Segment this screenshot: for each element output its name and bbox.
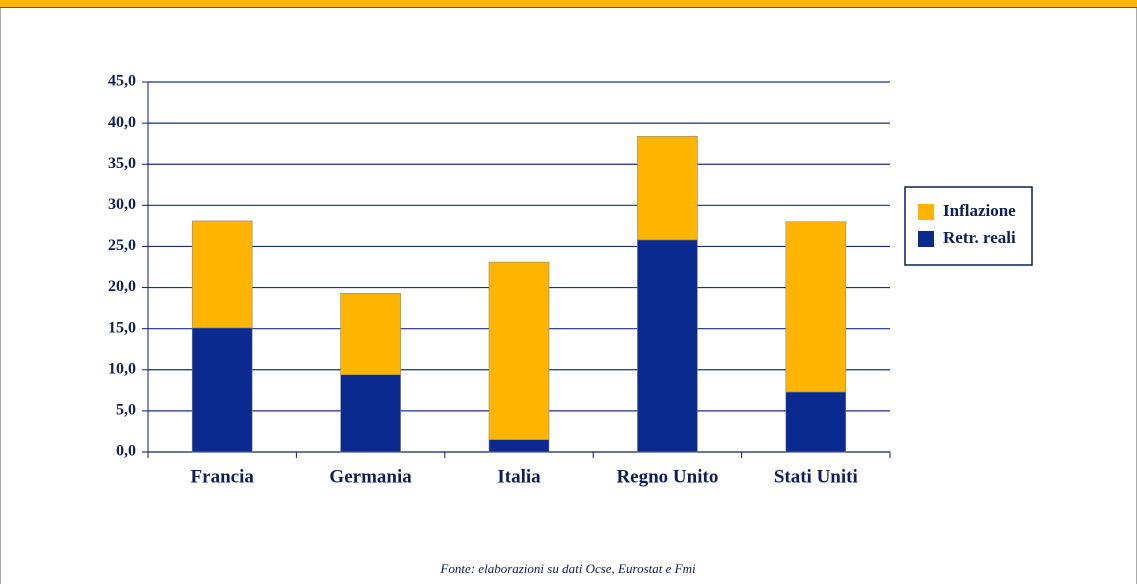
y-tick-label: 40,0: [108, 114, 136, 131]
y-tick-label: 35,0: [108, 155, 136, 172]
legend-box: [904, 186, 1033, 266]
y-tick-label: 10,0: [108, 360, 136, 377]
bar-segment: [637, 239, 698, 453]
y-tick-label: 20,0: [108, 278, 136, 295]
x-tick-label: Francia: [191, 466, 255, 487]
bar-segment: [637, 135, 698, 241]
bar-segment: [191, 327, 253, 453]
y-tick-label: 15,0: [108, 319, 136, 336]
x-tick-label: Italia: [497, 466, 541, 487]
legend-label: Inflazione: [943, 201, 1016, 220]
legend-label: Retr. reali: [943, 228, 1016, 247]
bar-segment: [340, 374, 401, 453]
y-tick-label: 5,0: [116, 402, 136, 419]
bar-segment: [488, 261, 550, 440]
bar-segment: [340, 293, 401, 376]
bar-segment: [785, 221, 847, 393]
bar-segment: [191, 220, 253, 329]
x-tick-label: Regno Unito: [616, 466, 718, 487]
top-bar: [0, 0, 1137, 7]
x-tick-label: Stati Uniti: [774, 466, 858, 487]
x-tick-label: Germania: [329, 466, 412, 487]
y-tick-label: 25,0: [108, 237, 136, 254]
y-tick-label: 45,0: [108, 73, 136, 90]
y-tick-label: 0,0: [116, 443, 136, 460]
y-tick-label: 30,0: [108, 196, 136, 213]
legend-swatch: [918, 231, 934, 247]
bar-segment: [488, 439, 550, 453]
legend-swatch: [918, 204, 934, 220]
bar-segment: [785, 391, 847, 453]
source-note: Fonte: elaborazioni su dati Ocse, Eurost…: [439, 561, 696, 576]
